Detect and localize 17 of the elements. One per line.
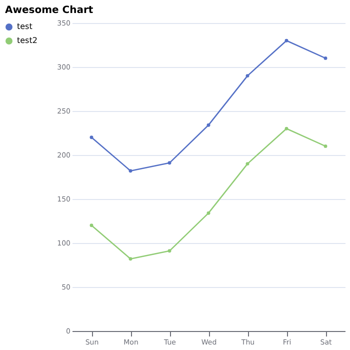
- point: [168, 249, 172, 253]
- point: [324, 56, 328, 60]
- point: [284, 38, 288, 42]
- point: [324, 144, 328, 148]
- point: [246, 74, 250, 78]
- point: [168, 161, 172, 165]
- point: [206, 211, 210, 215]
- legend-label: test: [17, 22, 32, 31]
- point: [90, 136, 94, 140]
- point: [128, 257, 132, 261]
- legend-label: test2: [17, 36, 38, 45]
- point: [128, 169, 132, 173]
- chart-title: Awesome Chart: [5, 5, 94, 16]
- point: [284, 126, 288, 130]
- point: [90, 224, 94, 228]
- point: [206, 123, 210, 127]
- point: [246, 162, 250, 166]
